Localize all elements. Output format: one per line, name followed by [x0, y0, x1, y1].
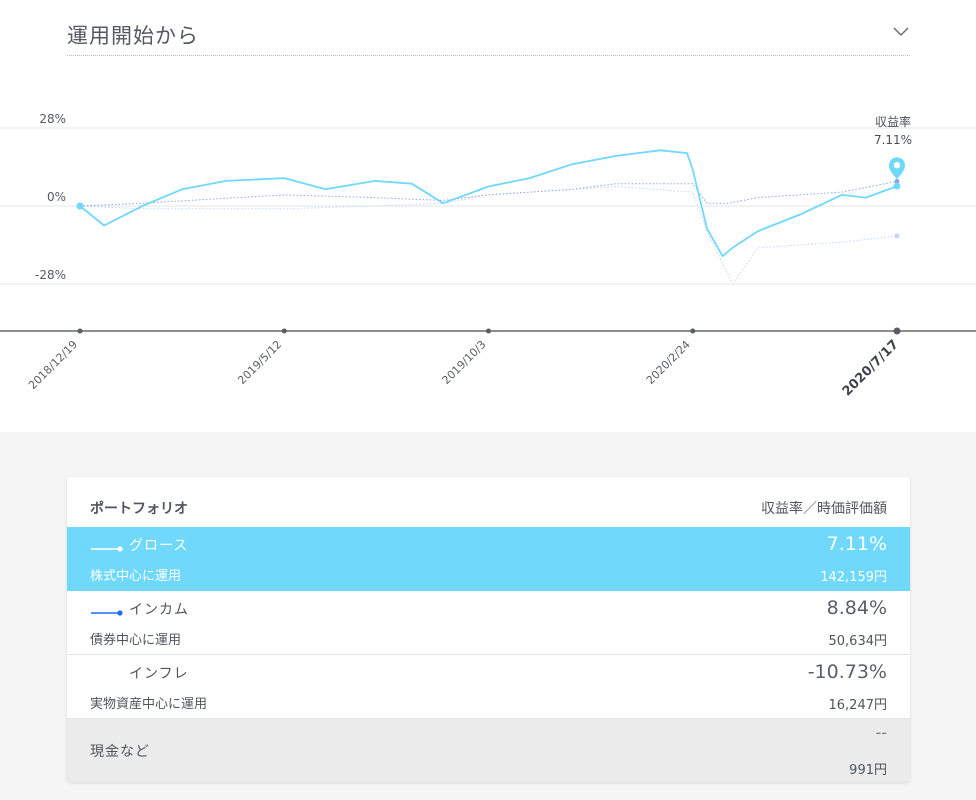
x-tick-label: 2019/5/12 [235, 338, 284, 387]
x-tick-label: 2020/7/17 [840, 337, 902, 399]
series-line-0 [79, 149, 898, 258]
y-tick-label: 0% [47, 190, 66, 204]
row-return-rate: -10.73% [807, 661, 887, 683]
y-tick-label: 28% [39, 112, 66, 126]
series-line-2 [79, 186, 898, 285]
x-tick-dot [77, 328, 83, 334]
row-name: グロース [129, 538, 189, 554]
series-line-1 [79, 180, 898, 207]
period-label: 運用開始から [67, 24, 199, 48]
portfolio-row-income[interactable]: インカム 債券中心に運用 8.84% 50,634円 [67, 591, 910, 655]
x-tick-dot [893, 327, 901, 335]
row-market-value: 50,634円 [828, 634, 888, 649]
x-tick-label: 2018/12/19 [26, 338, 80, 392]
income-line-icon [91, 610, 123, 616]
row-market-value: 142,159円 [820, 570, 887, 585]
portfolio-row-cash: 現金など -- 991円 [67, 719, 910, 782]
return-chart: 28% 0% -28% 2018/12/19 2019/5/12 2019/10/3 20… [0, 112, 976, 399]
y-tick-label: -28% [35, 268, 66, 282]
chevron-down-icon [893, 27, 909, 37]
growth-line-icon [91, 546, 123, 552]
series-start-point [76, 202, 84, 210]
x-tick-label: 2019/10/3 [440, 338, 489, 387]
series-end-point [894, 178, 900, 184]
row-market-value: 991円 [849, 763, 887, 778]
row-name: インカム [129, 602, 189, 618]
portfolio-row-inflation[interactable]: インフレ 実物資産中心に運用 -10.73% 16,247円 [67, 655, 910, 719]
portfolio-card: ポートフォリオ 収益率／時価評価額 グロース 株式中心に運用 7.11% 142… [67, 477, 910, 782]
marker-point [893, 182, 901, 190]
x-tick-dot [486, 328, 491, 334]
x-tick-dot [690, 328, 696, 334]
portfolio-title: ポートフォリオ [90, 501, 188, 517]
row-name: 現金など [90, 744, 150, 760]
row-return-rate: 8.84% [826, 597, 887, 619]
x-tick-dot [281, 328, 287, 334]
row-description: 株式中心に運用 [90, 569, 182, 584]
series-end-point [894, 233, 900, 239]
row-description: 債券中心に運用 [90, 633, 182, 648]
row-description: 実物資産中心に運用 [90, 697, 208, 712]
portfolio-header: ポートフォリオ 収益率／時価評価額 [67, 477, 910, 527]
row-return-rate: -- [875, 723, 887, 742]
period-select[interactable]: 運用開始から [67, 14, 910, 56]
portfolio-row-growth[interactable]: グロース 株式中心に運用 7.11% 142,159円 [67, 527, 910, 591]
x-tick-label: 2020/2/24 [644, 338, 693, 387]
marker-label: 収益率 [875, 114, 911, 129]
row-return-rate: 7.11% [826, 533, 887, 555]
marker-value: 7.11% [874, 133, 912, 147]
pin-center [893, 161, 901, 169]
portfolio-column-header: 収益率／時価評価額 [761, 501, 887, 517]
row-market-value: 16,247円 [828, 698, 888, 713]
row-name: インフレ [129, 666, 189, 682]
